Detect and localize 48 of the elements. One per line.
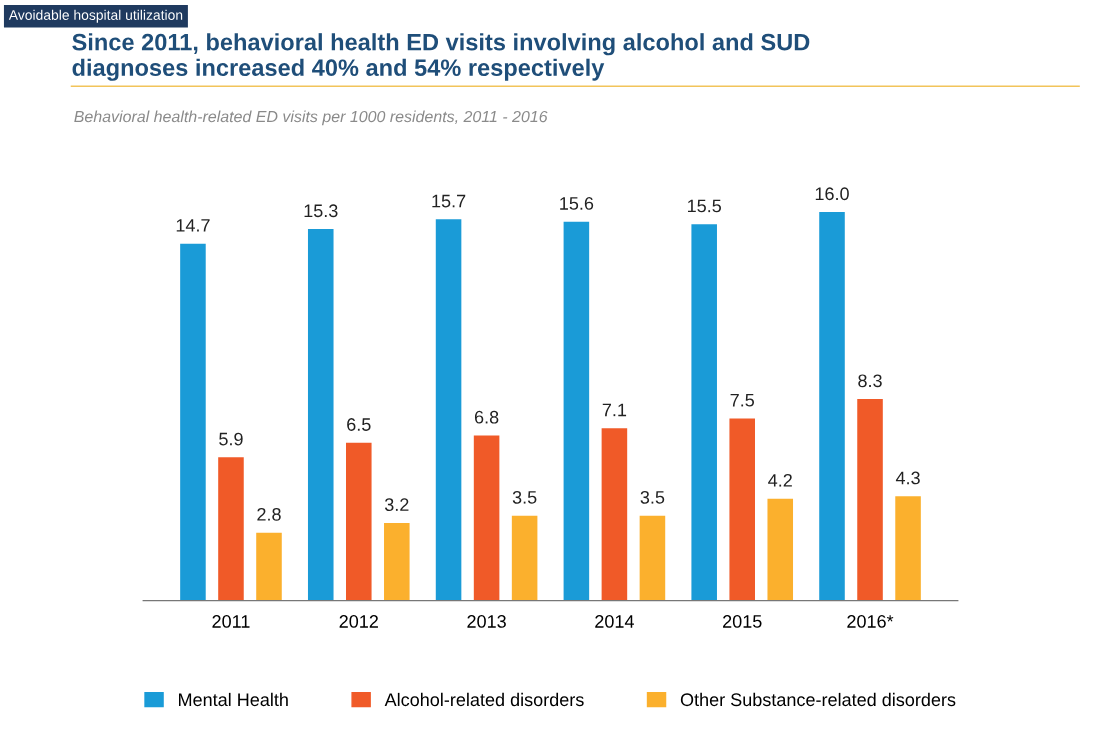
bar	[819, 212, 845, 601]
data-label: 2.8	[257, 507, 281, 521]
x-tick-label: 2013	[467, 615, 506, 628]
data-label: 4.3	[895, 471, 920, 485]
bar	[256, 532, 282, 601]
x-tick-label: 2015	[723, 615, 762, 628]
legend-label: Other Substance-related disorders	[680, 692, 956, 707]
legend-label: Mental Health	[179, 692, 288, 707]
data-label: 7.1	[602, 403, 627, 417]
data-label: 8.3	[858, 374, 882, 388]
x-tick-label: 2011	[212, 615, 250, 628]
bar	[384, 522, 410, 601]
bar	[511, 515, 538, 601]
data-label: 3.5	[512, 490, 537, 504]
data-label: 7.5	[730, 394, 755, 407]
x-tick-label: 2014	[595, 615, 634, 628]
data-label: 3.2	[384, 498, 409, 512]
data-label: 15.7	[432, 194, 466, 208]
bar	[639, 515, 666, 601]
legend-label: Alcohol-related disorders	[384, 692, 584, 707]
data-label: 15.5	[688, 199, 722, 213]
bar	[857, 399, 883, 601]
chart-subtitle: Behavioral health-related ED visits per 1000 residents, 2011 - 2016	[74, 110, 548, 126]
bar	[346, 442, 372, 601]
data-label: 14.7	[176, 219, 210, 232]
bar	[435, 219, 462, 601]
text: Avoidable hospital utilization	[8, 9, 183, 23]
data-label: 15.3	[304, 204, 338, 218]
bar	[218, 457, 244, 601]
x-tick-label: 2016*	[847, 615, 894, 628]
x-tick-label: 2012	[339, 615, 378, 628]
chart-title: Since 2011, behavioral health ED visits involving alcohol and SUD diagnoses increased 40% and 54% respectively	[72, 33, 810, 81]
bar	[601, 428, 628, 601]
data-label: 16.0	[815, 187, 849, 201]
data-label: 4.2	[768, 473, 792, 487]
bar	[895, 496, 921, 601]
bar	[691, 224, 717, 601]
bar	[307, 229, 334, 601]
bar	[563, 221, 590, 601]
data-label: 15.6	[560, 197, 594, 210]
data-label: 3.5	[640, 490, 665, 504]
data-label: 6.5	[347, 418, 371, 431]
bar	[473, 435, 500, 601]
bar	[180, 243, 206, 601]
bar	[729, 418, 755, 601]
data-label: 5.9	[219, 432, 243, 446]
bar	[767, 498, 794, 601]
data-label: 6.8	[474, 410, 499, 424]
